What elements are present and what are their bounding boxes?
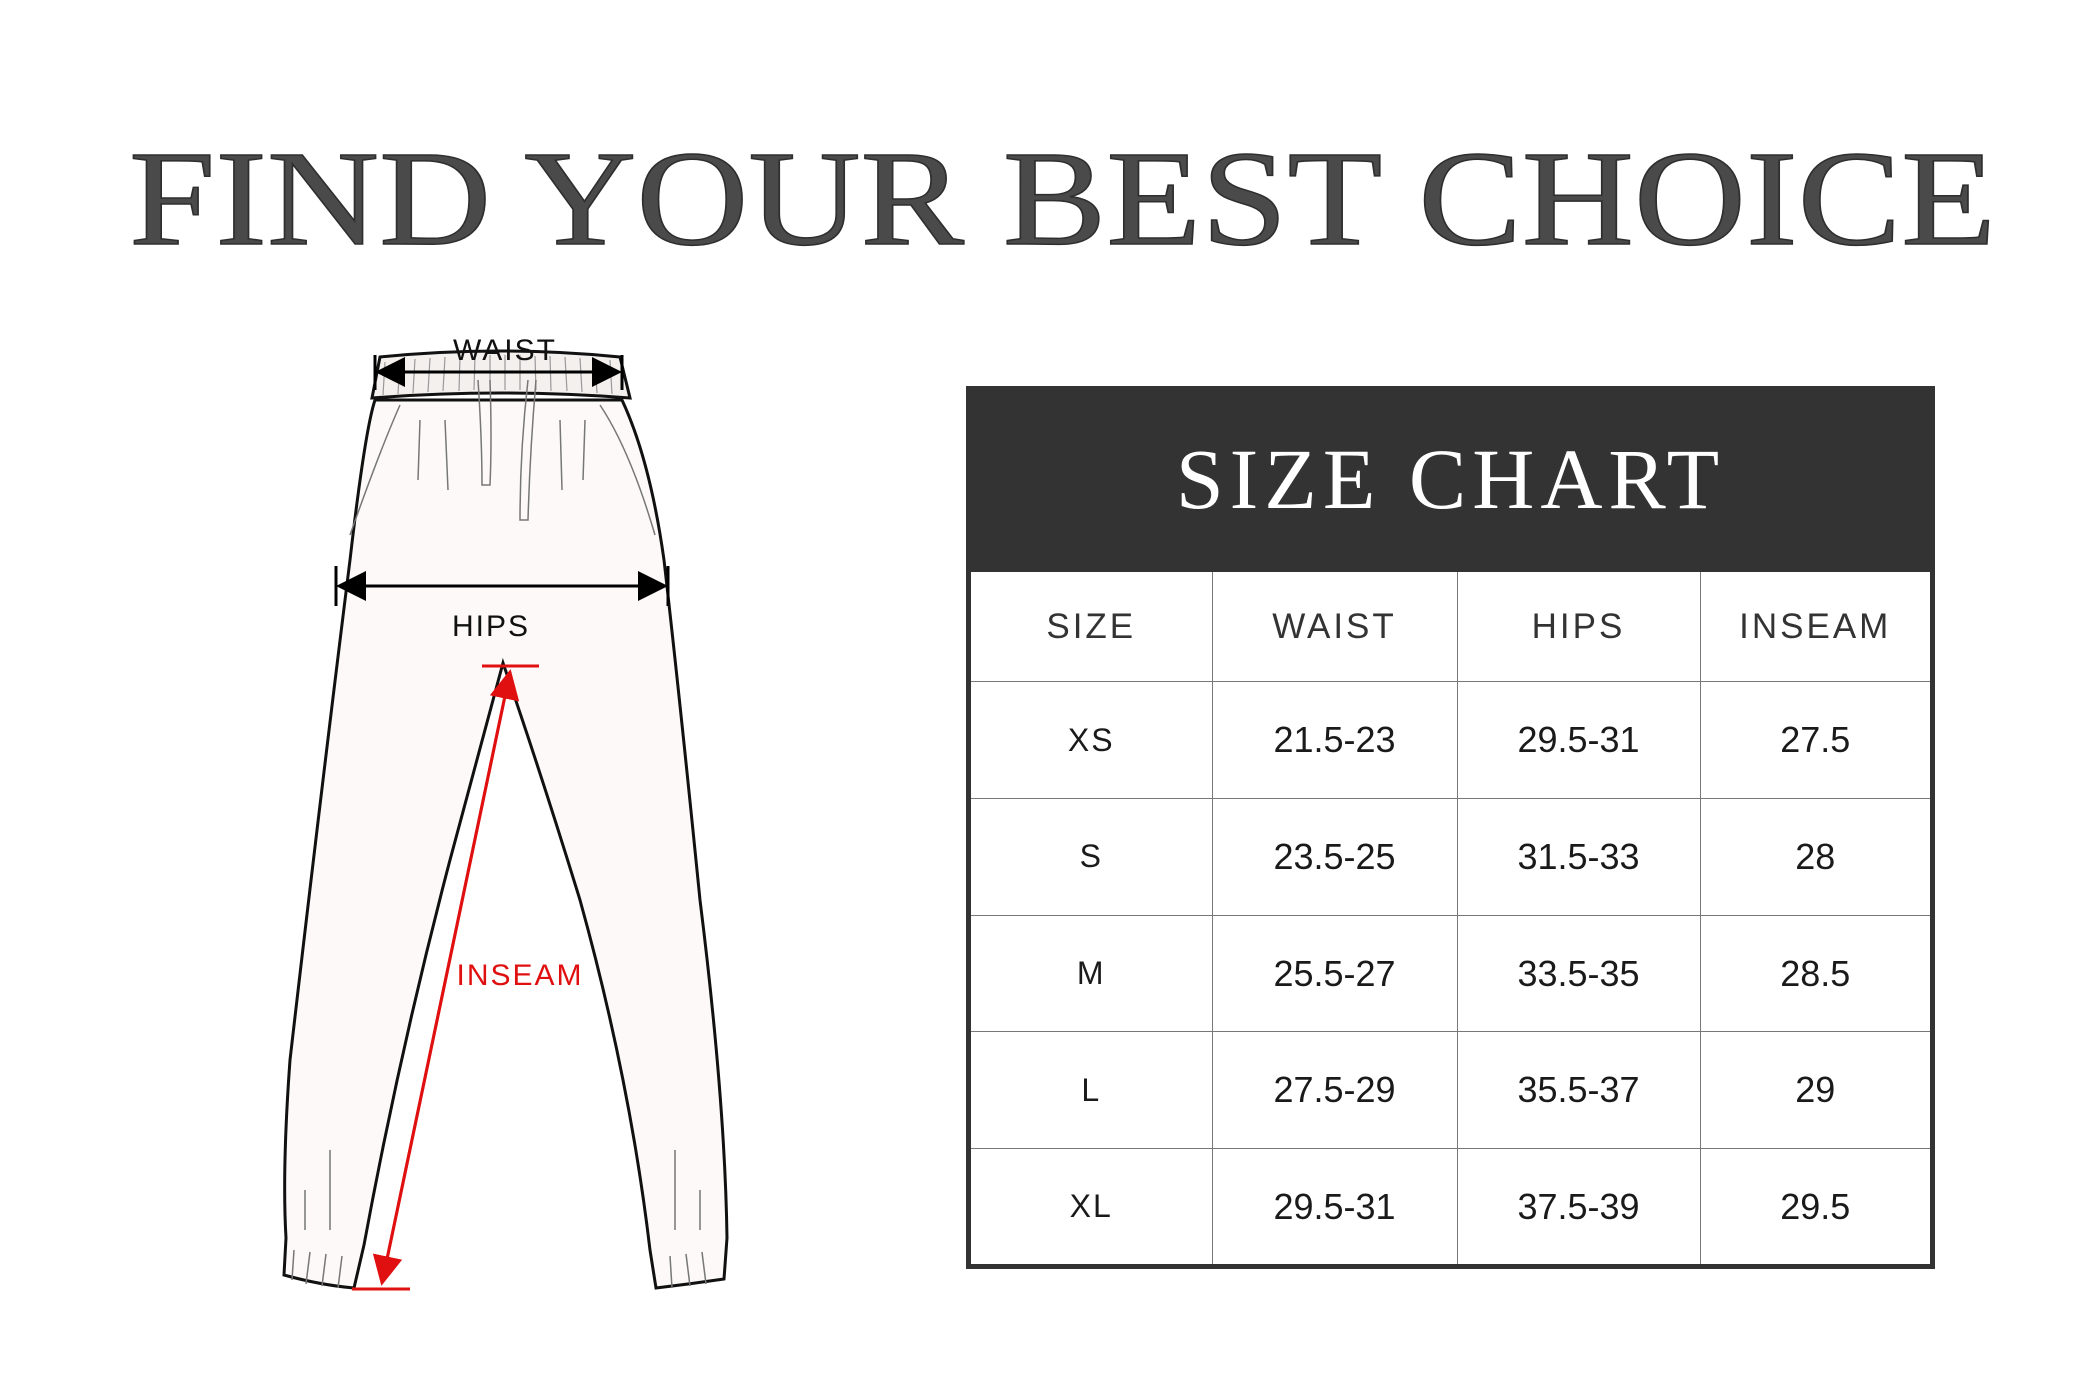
hips-measure-arrow (334, 566, 670, 606)
waist-cell: 29.5-31 (1211, 1148, 1458, 1264)
waist-measure-arrow (373, 355, 624, 390)
table-row: XL 29.5-31 37.5-39 29.5 (971, 1148, 1930, 1264)
hips-cell: 31.5-33 (1456, 798, 1701, 916)
waist-cell: 21.5-23 (1211, 681, 1458, 800)
hips-cell: 35.5-37 (1456, 1031, 1701, 1150)
hips-cell: 33.5-35 (1456, 914, 1701, 1033)
inseam-cell: 28 (1699, 798, 1930, 916)
page-title: FIND YOUR BEST CHOICE (129, 124, 1996, 274)
column-header-inseam: INSEAM (1699, 572, 1930, 683)
size-table: SIZE WAIST HIPS INSEAM XS 21.5-23 29.5-3… (971, 572, 1930, 1264)
table-header-row: SIZE WAIST HIPS INSEAM (971, 572, 1930, 683)
pants-outline (282, 349, 729, 1290)
table-row: L 27.5-29 35.5-37 29 (971, 1031, 1930, 1150)
inseam-cell: 27.5 (1699, 681, 1930, 800)
waist-cell: 27.5-29 (1211, 1031, 1458, 1150)
pant-details (291, 379, 707, 1289)
table-row: M 25.5-27 33.5-35 28.5 (971, 914, 1930, 1033)
size-cell: XL (971, 1148, 1213, 1264)
hips-cell: 37.5-39 (1456, 1148, 1701, 1264)
size-cell: S (971, 798, 1213, 916)
waist-cell: 25.5-27 (1211, 914, 1458, 1033)
hips-cell: 29.5-31 (1456, 681, 1701, 800)
waist-cell: 23.5-25 (1211, 798, 1458, 916)
table-row: S 23.5-25 31.5-33 28 (971, 798, 1930, 916)
hips-label: HIPS (452, 610, 530, 643)
inseam-cell: 29.5 (1699, 1148, 1930, 1264)
size-chart: SIZE CHART SIZE WAIST HIPS INSEAM XS 21.… (966, 386, 1935, 1269)
column-header-size: SIZE (971, 572, 1213, 683)
column-header-waist: WAIST (1211, 572, 1458, 683)
table-row: XS 21.5-23 29.5-31 27.5 (971, 681, 1930, 800)
inseam-measure-arrow (352, 664, 539, 1291)
size-chart-title: SIZE CHART (1175, 431, 1726, 527)
size-cell: XS (971, 681, 1213, 800)
waist-label: WAIST (453, 334, 557, 367)
inseam-cell: 28.5 (1699, 914, 1930, 1033)
size-cell: M (971, 914, 1213, 1033)
column-header-hips: HIPS (1456, 572, 1701, 683)
inseam-cell: 29 (1699, 1031, 1930, 1150)
size-cell: L (971, 1031, 1213, 1150)
page-title-graphic: FIND YOUR BEST CHOICE (128, 123, 1997, 275)
inseam-label: INSEAM (456, 959, 583, 992)
